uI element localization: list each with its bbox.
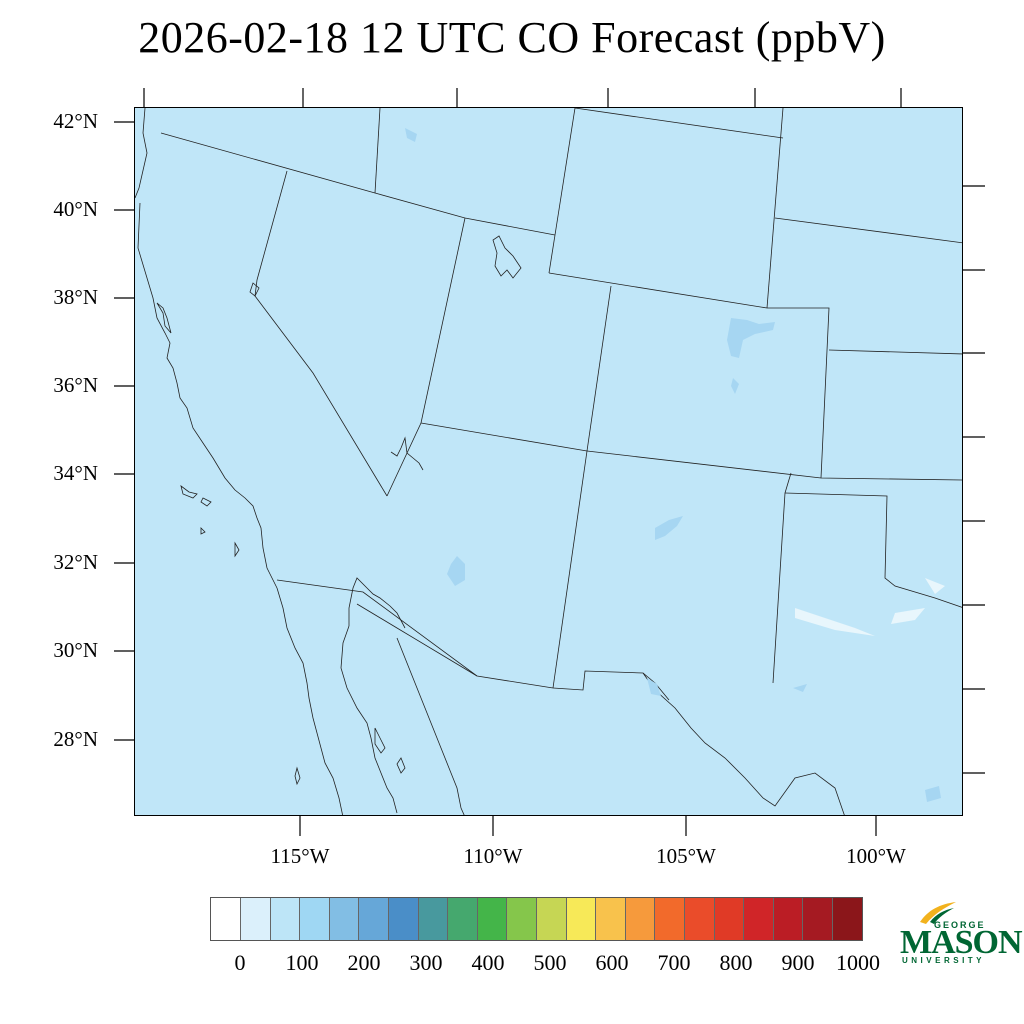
lake-mead — [390, 436, 424, 471]
state-border — [548, 234, 556, 274]
low-co-streaks — [795, 578, 945, 636]
state-border — [586, 285, 612, 452]
colorbar-swatch — [625, 898, 656, 940]
colorbar-swatch — [448, 898, 478, 940]
colorbar-swatch — [655, 898, 685, 940]
colorbar-swatch — [684, 898, 715, 940]
colorbar-label: 300 — [409, 950, 443, 975]
sf-bay — [156, 302, 172, 334]
colorbar-label: 800 — [719, 950, 753, 975]
island — [396, 757, 406, 774]
colorbar-swatch — [507, 898, 537, 940]
latitude-label: 36°N — [53, 373, 98, 397]
colorbar-label: 200 — [347, 950, 381, 975]
colorbar-swatch — [329, 898, 360, 940]
logo-george: GEORGE — [934, 920, 986, 930]
colorbar-swatch — [418, 898, 449, 940]
baja-west-coast — [276, 587, 343, 815]
state-border — [254, 170, 388, 497]
island — [200, 527, 206, 535]
gmu-logo: GEORGE MASON UNIVERSITY — [898, 898, 1023, 968]
co-enhancement-patches — [405, 128, 941, 802]
colorbar-swatch — [211, 898, 241, 940]
latitude-label: 30°N — [53, 638, 98, 662]
island — [180, 485, 198, 499]
state-border — [586, 450, 962, 481]
title-area: 2026-02-18 12 UTC CO Forecast (ppbV) — [0, 0, 1024, 90]
logo-university: UNIVERSITY — [902, 956, 986, 965]
colorbar-swatch — [832, 898, 863, 940]
latitude-label: 42°N — [53, 109, 98, 133]
colorbar-swatch — [803, 898, 833, 940]
latitude-label: 40°N — [53, 197, 98, 221]
latitude-label: 38°N — [53, 285, 98, 309]
lake-tahoe — [249, 282, 260, 297]
colorbar-swatch — [241, 898, 271, 940]
island — [294, 766, 301, 786]
longitude-label: 110°W — [463, 844, 523, 868]
colorbar-label: 400 — [471, 950, 505, 975]
colorbar-swatch — [773, 898, 804, 940]
colorbar-label: 900 — [781, 950, 815, 975]
logo-swoosh-icon — [920, 902, 956, 924]
latitude-label: 28°N — [53, 727, 98, 751]
baja-east-coast — [340, 625, 398, 814]
colorbar-swatch — [596, 898, 626, 940]
map-title: 2026-02-18 12 UTC CO Forecast (ppbV) — [138, 13, 886, 62]
map-canvas — [135, 108, 962, 815]
colorbar-label: 500 — [533, 950, 567, 975]
colorbar-swatch — [566, 898, 597, 940]
rio-grande — [642, 672, 845, 815]
island — [374, 727, 386, 754]
colorbar-swatch — [270, 898, 301, 940]
great-salt-lake — [492, 235, 522, 279]
colorbar-swatch — [359, 898, 389, 940]
colorbar-label: 0 — [234, 950, 246, 975]
state-border — [548, 272, 768, 309]
colorbar — [210, 897, 864, 941]
colorbar-swatch — [300, 898, 330, 940]
longitude-label: 100°W — [846, 844, 906, 868]
colorbar-swatch — [714, 898, 745, 940]
longitude-label: 105°W — [656, 844, 716, 868]
colorbar-swatch — [744, 898, 774, 940]
island — [234, 541, 240, 558]
country-border — [356, 603, 478, 677]
state-border — [766, 108, 784, 309]
island — [200, 497, 212, 507]
mexico-west-coast — [348, 577, 465, 815]
colorbar-label: 100 — [285, 950, 319, 975]
state-border — [554, 108, 576, 236]
colorbar-swatch — [536, 898, 567, 940]
state-border — [420, 422, 588, 452]
latitude-label: 34°N — [53, 461, 98, 485]
colorbar-label: 1000 — [836, 950, 880, 975]
colorbar-swatch — [388, 898, 419, 940]
country-border — [276, 579, 554, 689]
state-border — [574, 108, 784, 139]
state-border — [767, 307, 830, 479]
state-border — [784, 492, 962, 608]
colorbar-swatch — [477, 898, 508, 940]
state-border — [160, 132, 556, 236]
state-border — [774, 217, 962, 244]
state-border — [772, 472, 792, 684]
longitude-label: 115°W — [270, 844, 330, 868]
map-panel — [134, 107, 963, 816]
state-border — [552, 450, 588, 689]
logo-mason: MASON — [900, 924, 1023, 961]
state-border — [374, 108, 381, 194]
colorbar-label: 700 — [657, 950, 691, 975]
state-border — [828, 349, 962, 355]
pacific-coastline — [135, 108, 278, 589]
latitude-label: 32°N — [53, 550, 98, 574]
colorbar-label: 600 — [595, 950, 629, 975]
state-border — [386, 217, 466, 497]
